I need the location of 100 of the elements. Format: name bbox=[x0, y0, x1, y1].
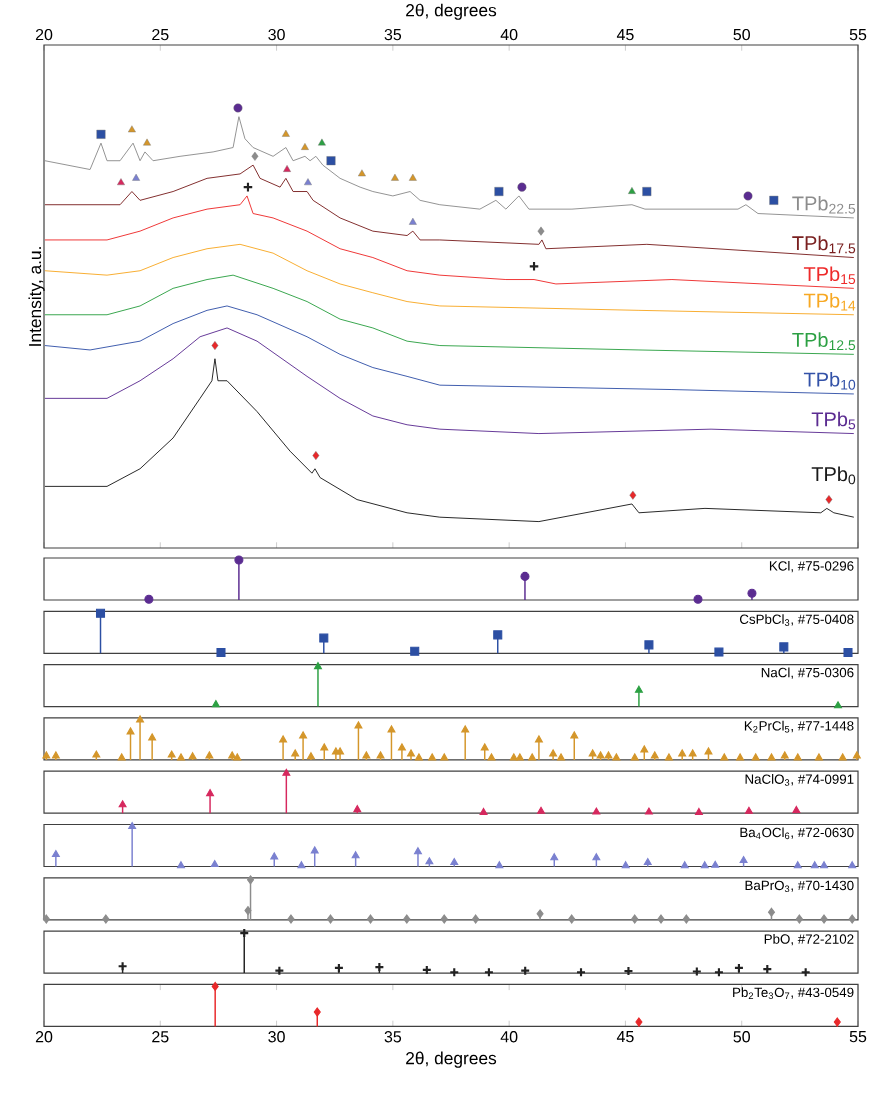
point bbox=[297, 861, 306, 869]
point bbox=[326, 156, 336, 166]
point bbox=[319, 633, 329, 643]
point bbox=[118, 800, 127, 808]
series-label: TPb$_{15}$ bbox=[803, 266, 856, 285]
chart-title: CsPbCl$_{3}$, #75-0408 bbox=[739, 614, 854, 626]
point bbox=[301, 143, 309, 150]
point bbox=[550, 853, 559, 861]
point bbox=[629, 490, 637, 500]
chart-title: PbO, #72-2102 bbox=[764, 933, 854, 946]
x-tick-label: 20 bbox=[35, 1031, 53, 1043]
point bbox=[353, 805, 362, 813]
point bbox=[136, 715, 145, 723]
point bbox=[621, 861, 630, 869]
point bbox=[592, 853, 601, 861]
x-tick-label: 35 bbox=[384, 28, 402, 41]
point bbox=[407, 749, 416, 757]
point bbox=[537, 226, 545, 236]
point bbox=[413, 847, 422, 855]
point bbox=[320, 743, 329, 751]
point bbox=[769, 195, 779, 205]
point bbox=[838, 753, 847, 761]
point bbox=[814, 753, 823, 761]
point bbox=[228, 751, 237, 759]
x-axis-title: 2θ, degrees bbox=[406, 1051, 497, 1068]
point bbox=[318, 138, 326, 146]
point bbox=[557, 753, 566, 761]
point bbox=[233, 753, 242, 761]
point bbox=[640, 745, 649, 753]
point bbox=[634, 685, 643, 693]
series-label: TPb$_{5}$ bbox=[811, 411, 856, 430]
point bbox=[472, 914, 480, 924]
point bbox=[691, 966, 702, 977]
point bbox=[128, 821, 137, 830]
point bbox=[425, 857, 434, 865]
chart-title: Ba$_{4}$OCl$_{6}$, #72-0630 bbox=[740, 827, 854, 840]
series-label: TPb$_{0}$ bbox=[811, 466, 856, 485]
point bbox=[657, 914, 665, 924]
series-label: TPb$_{14}$ bbox=[803, 292, 856, 311]
x-tick-label: 40 bbox=[500, 28, 518, 41]
point bbox=[351, 851, 360, 859]
point bbox=[643, 857, 652, 866]
point bbox=[736, 753, 745, 761]
point bbox=[440, 914, 448, 924]
point bbox=[480, 743, 489, 751]
point bbox=[306, 752, 315, 760]
point bbox=[630, 753, 639, 761]
point bbox=[176, 861, 185, 869]
point bbox=[126, 727, 135, 735]
point bbox=[779, 642, 789, 652]
point bbox=[520, 571, 530, 581]
point bbox=[211, 341, 219, 351]
point bbox=[210, 859, 219, 868]
point bbox=[588, 749, 597, 757]
point bbox=[461, 725, 470, 733]
x-axis-title: 2θ, degrees bbox=[406, 3, 497, 20]
point bbox=[711, 860, 720, 868]
point bbox=[326, 914, 335, 924]
point bbox=[362, 751, 371, 759]
point bbox=[628, 187, 636, 194]
point bbox=[428, 753, 437, 761]
point bbox=[792, 805, 801, 813]
point bbox=[128, 125, 136, 133]
chart-title: K$_{2}$PrCl$_{5}$, #77-1448 bbox=[744, 720, 854, 733]
point bbox=[117, 178, 125, 186]
series-label: TPb$_{17.5}$ bbox=[792, 235, 856, 254]
point bbox=[604, 751, 613, 759]
point bbox=[570, 731, 579, 739]
point bbox=[631, 914, 639, 924]
point bbox=[283, 165, 291, 172]
point bbox=[843, 647, 853, 658]
point bbox=[793, 861, 802, 869]
x-tick-label: 25 bbox=[152, 28, 169, 41]
point bbox=[596, 751, 605, 759]
point bbox=[825, 495, 833, 505]
point bbox=[216, 647, 226, 658]
point bbox=[747, 588, 757, 598]
point bbox=[336, 747, 345, 755]
y-axis-title: Intensity, a.u. bbox=[28, 247, 45, 346]
point bbox=[132, 173, 140, 181]
point bbox=[117, 753, 126, 761]
point bbox=[682, 914, 690, 924]
point bbox=[495, 861, 504, 869]
point bbox=[714, 647, 724, 657]
x-tick-label: 40 bbox=[500, 1031, 518, 1043]
point bbox=[848, 861, 857, 869]
point bbox=[793, 753, 802, 761]
point bbox=[313, 662, 322, 670]
point bbox=[167, 750, 176, 758]
series-label: TPb$_{10}$ bbox=[803, 371, 856, 390]
point bbox=[279, 735, 288, 743]
point bbox=[403, 914, 411, 924]
point bbox=[700, 861, 709, 869]
point bbox=[95, 608, 106, 618]
point bbox=[205, 751, 214, 759]
point bbox=[494, 187, 504, 196]
point bbox=[751, 753, 760, 761]
chart-title: KCl, #75-0296 bbox=[769, 560, 854, 573]
point bbox=[397, 743, 406, 751]
point bbox=[678, 749, 687, 757]
